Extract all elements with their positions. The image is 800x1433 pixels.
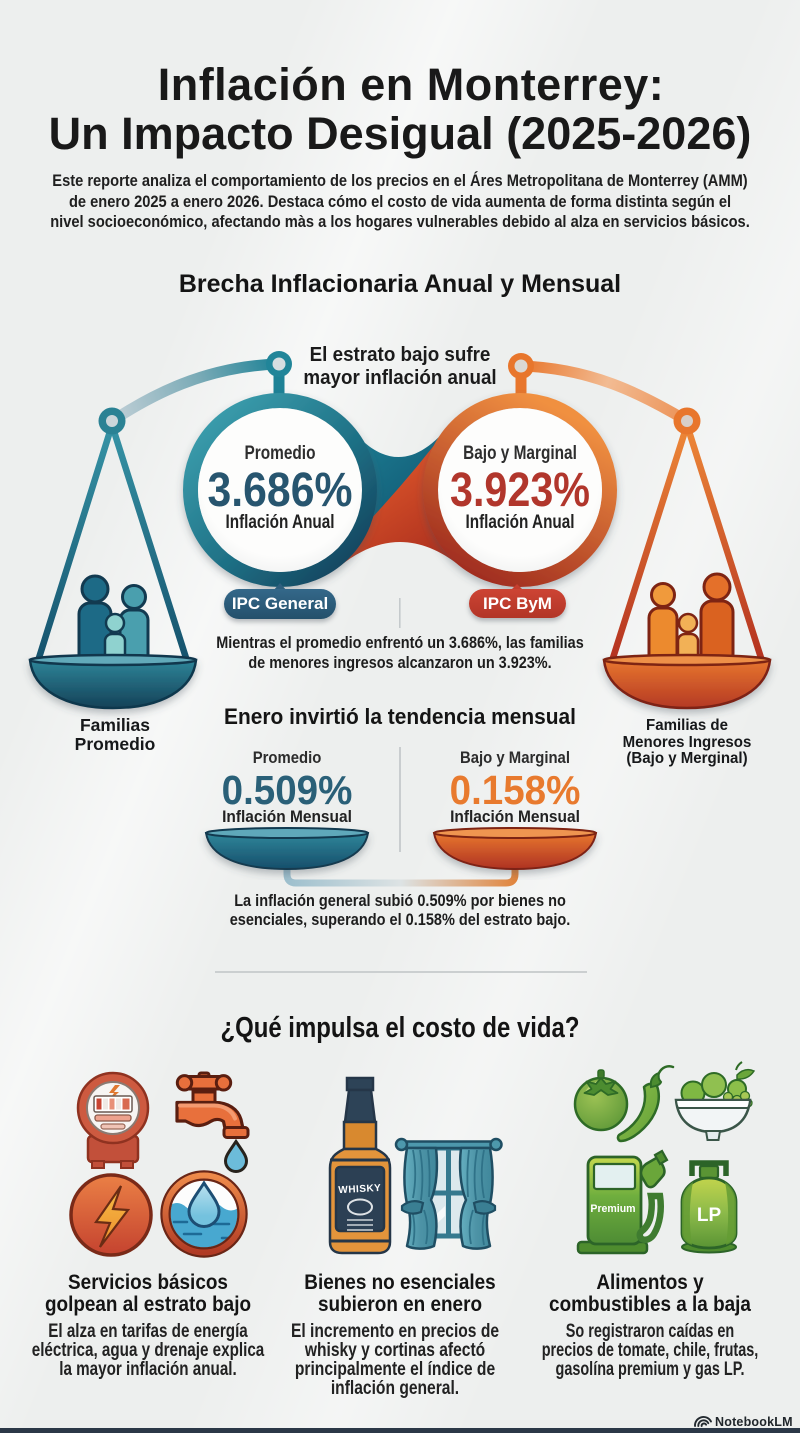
svg-text:LP: LP [697,1205,722,1226]
svg-text:Premium: Premium [590,1203,635,1215]
svg-text:WHISKY: WHISKY [338,1183,382,1196]
